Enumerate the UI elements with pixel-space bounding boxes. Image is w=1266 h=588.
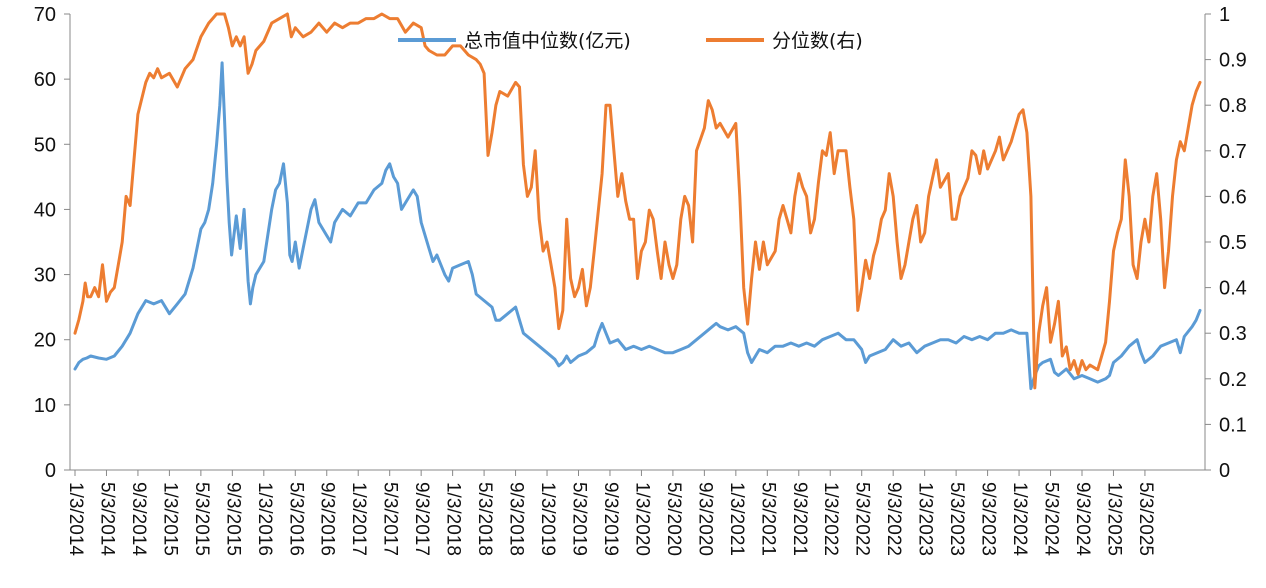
series-line-market-cap xyxy=(73,61,1202,391)
x-tick-label: 1/3/2018 xyxy=(443,482,464,556)
x-tick-label: 1/3/2019 xyxy=(537,482,558,556)
left-tick-label: 10 xyxy=(34,395,56,417)
x-tick-label: 5/3/2021 xyxy=(757,482,778,556)
x-tick-label: 9/3/2021 xyxy=(789,482,810,556)
right-tick-label: 0 xyxy=(1219,460,1230,482)
legend: 总市值中位数(亿元) 分位数(右) xyxy=(398,30,863,52)
series-line-percentile xyxy=(73,12,1202,390)
series-layer xyxy=(73,12,1202,391)
x-tick-label: 5/3/2014 xyxy=(96,482,117,556)
x-tick-label: 1/3/2015 xyxy=(159,482,180,556)
left-tick-label: 20 xyxy=(34,330,56,352)
right-tick-label: 0.3 xyxy=(1219,323,1247,345)
right-tick-label: 1 xyxy=(1219,4,1230,26)
x-tick-label: 9/3/2018 xyxy=(506,482,527,556)
x-tick-label: 1/3/2020 xyxy=(631,482,652,556)
x-tick-label: 5/3/2018 xyxy=(474,482,495,556)
x-tick-label: 1/3/2021 xyxy=(726,482,747,556)
right-tick-label: 0.9 xyxy=(1219,50,1247,72)
x-tick-label: 5/3/2020 xyxy=(663,482,684,556)
right-tick-label: 0.6 xyxy=(1219,186,1247,208)
x-tick-label: 9/3/2023 xyxy=(978,482,999,556)
x-tick-label: 1/3/2022 xyxy=(820,482,841,556)
x-tick-label: 1/3/2024 xyxy=(1009,482,1030,556)
right-tick-label: 0.1 xyxy=(1219,414,1247,436)
x-tick-label: 9/3/2024 xyxy=(1072,482,1093,556)
x-tick-label: 5/3/2024 xyxy=(1041,482,1062,556)
x-tick-label: 1/3/2014 xyxy=(65,482,86,556)
right-tick-label: 0.4 xyxy=(1219,278,1247,300)
legend-label-percentile: 分位数(右) xyxy=(772,30,863,52)
left-tick-label: 70 xyxy=(34,4,56,26)
left-y-ticks: 0 10 20 30 40 50 60 70 xyxy=(34,4,70,482)
left-tick-label: 50 xyxy=(34,134,56,156)
x-tick-label: 5/3/2019 xyxy=(568,482,589,556)
x-tick-label: 1/3/2025 xyxy=(1103,482,1124,556)
right-y-ticks: 0 0.1 0.2 0.3 0.4 0.5 0.6 0.7 0.8 0.9 1 xyxy=(1205,4,1247,482)
left-tick-label: 40 xyxy=(34,199,56,221)
x-tick-label: 5/3/2015 xyxy=(191,482,212,556)
left-tick-label: 0 xyxy=(45,460,56,482)
x-tick-label: 5/3/2023 xyxy=(946,482,967,556)
left-tick-label: 60 xyxy=(34,69,56,91)
x-tick-label: 9/3/2016 xyxy=(317,482,338,556)
right-tick-label: 0.5 xyxy=(1219,232,1247,254)
x-ticks: 1/3/2014 5/3/2014 9/3/2014 1/3/2015 5/3/2015… xyxy=(65,470,1156,556)
x-tick-label: 5/3/2016 xyxy=(285,482,306,556)
x-tick-label: 9/3/2014 xyxy=(128,482,149,556)
x-tick-label: 9/3/2022 xyxy=(883,482,904,556)
x-tick-label: 5/3/2025 xyxy=(1135,482,1156,556)
x-tick-label: 9/3/2020 xyxy=(694,482,715,556)
right-tick-label: 0.7 xyxy=(1219,141,1247,163)
x-tick-label: 9/3/2017 xyxy=(411,482,432,556)
right-tick-label: 0.2 xyxy=(1219,369,1247,391)
right-tick-label: 0.8 xyxy=(1219,95,1247,117)
x-tick-label: 1/3/2016 xyxy=(254,482,275,556)
x-tick-label: 5/3/2017 xyxy=(380,482,401,556)
x-tick-label: 9/3/2019 xyxy=(600,482,621,556)
x-tick-label: 1/3/2023 xyxy=(915,482,936,556)
x-tick-label: 9/3/2015 xyxy=(222,482,243,556)
x-tick-label: 1/3/2017 xyxy=(348,482,369,556)
legend-label-market-cap: 总市值中位数(亿元) xyxy=(464,30,631,52)
left-tick-label: 30 xyxy=(34,265,56,287)
x-tick-label: 5/3/2022 xyxy=(852,482,873,556)
